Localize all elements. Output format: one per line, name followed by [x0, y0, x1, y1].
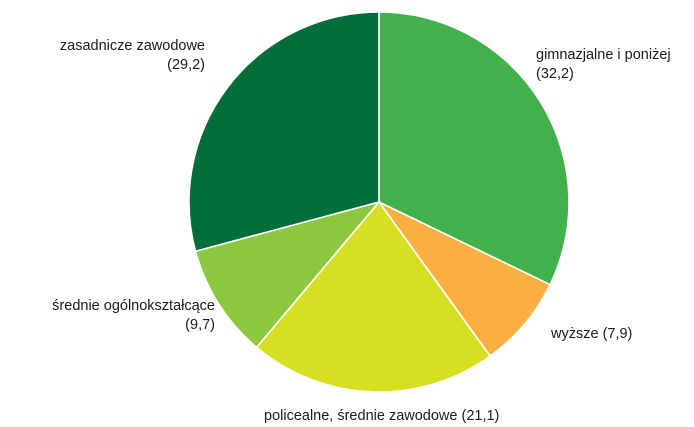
slice-label-srednie: średnie ogólnokształcące (9,7): [52, 297, 215, 335]
slice-label-policealne: policealne, średnie zawodowe (21,1): [264, 407, 499, 426]
slice-label-wyzsze: wyższe (7,9): [551, 325, 632, 344]
pie-slice-5: [188, 11, 380, 253]
pie-slice-4: [194, 201, 380, 349]
slice-label-zasadnicze: zasadnicze zawodowe (29,2): [60, 37, 205, 75]
slice-label-policealne-text: policealne, średnie zawodowe (21,1): [264, 408, 500, 424]
slice-label-srednie-name: średnie ogólnokształcące: [52, 298, 215, 314]
slice-label-zasadnicze-name: zasadnicze zawodowe: [59, 38, 205, 54]
slice-label-srednie-value: (9,7): [185, 317, 215, 333]
slice-label-wyzsze-text: wyższe (7,9): [551, 326, 633, 342]
slice-label-gimnazjalne-name: gimnazjalne i poniżej: [536, 47, 671, 63]
pie-slice-1: [378, 11, 570, 286]
slice-label-gimnazjalne: gimnazjalne i poniżej (32,2): [536, 46, 671, 84]
pie-slice-3: [255, 201, 491, 393]
pie-slice-2: [378, 201, 551, 357]
slice-label-gimnazjalne-value: (32,2): [536, 66, 574, 82]
slice-label-zasadnicze-value: (29,2): [167, 57, 205, 73]
